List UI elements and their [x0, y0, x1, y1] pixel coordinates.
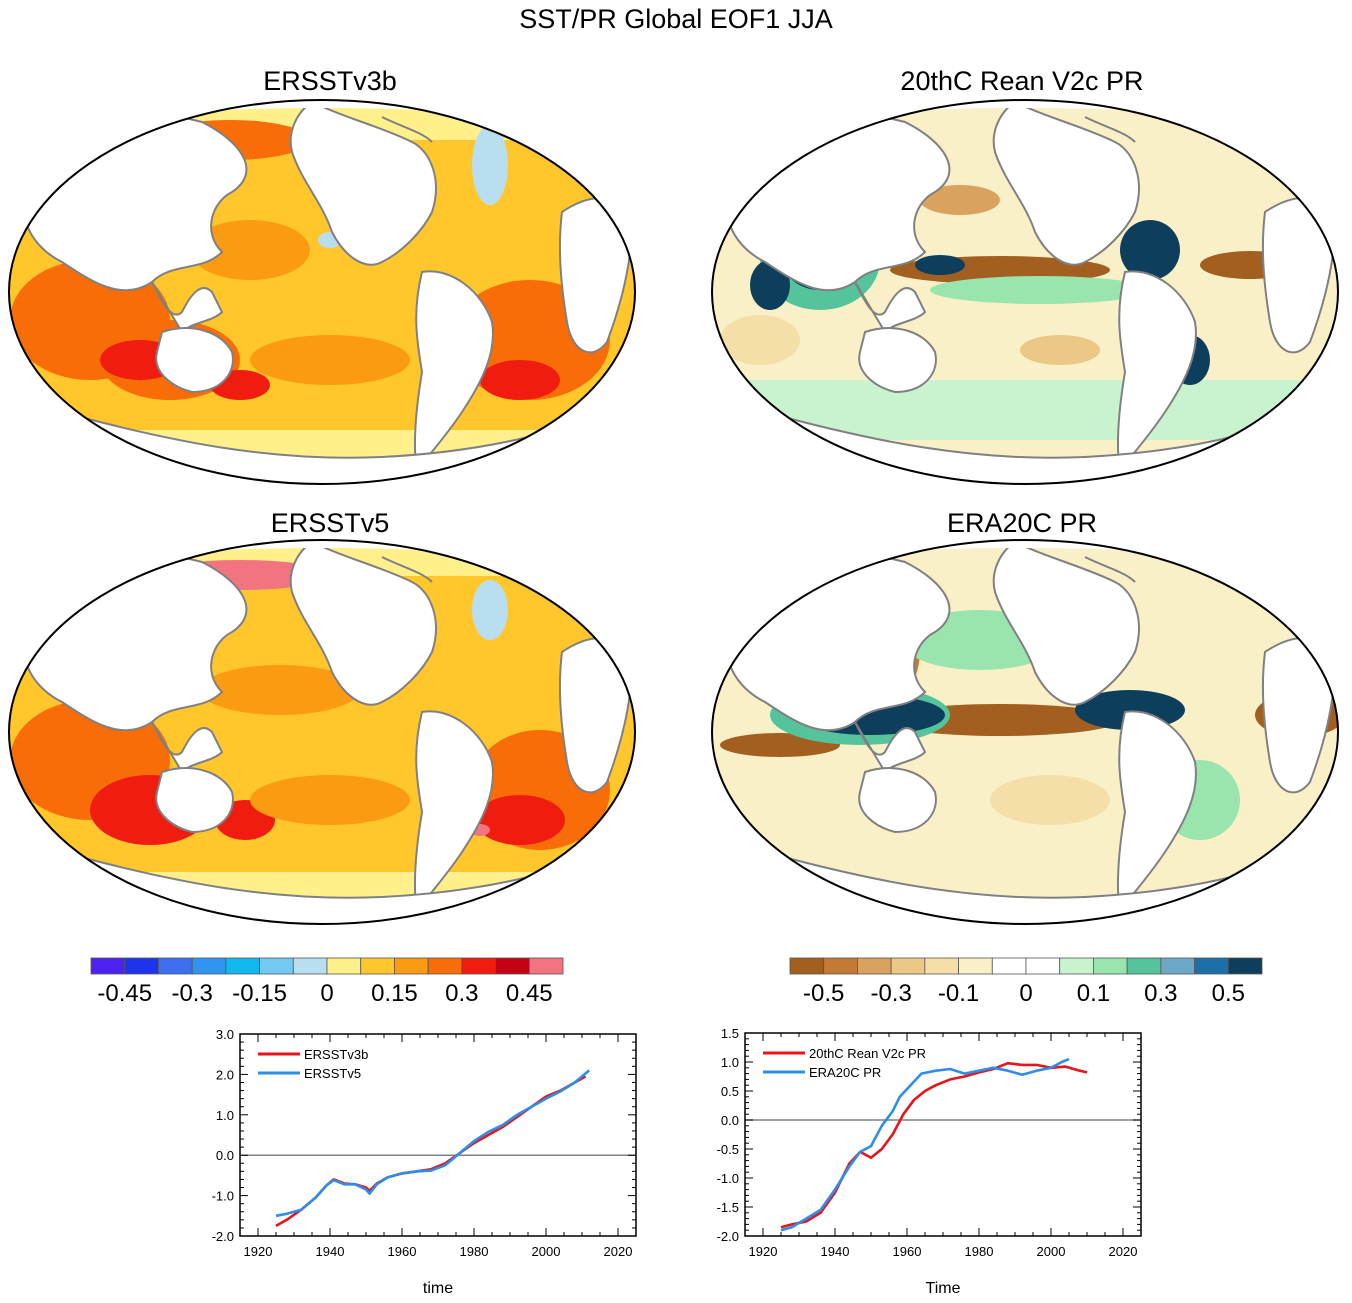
colorbar-sst-swatch: [360, 957, 395, 975]
colorbar-pr: -0.5 -0.3 -0.1 0 0.1 0.3 0.5: [789, 957, 1263, 1007]
colorbar-pr-swatch: [1025, 957, 1061, 975]
colorbar-pr-swatch: [890, 957, 926, 975]
y-tick-label: -1.0: [212, 1189, 234, 1204]
colorbar-sst-swatch: [292, 957, 328, 975]
panel-title-era20c-pr: ERA20C PR: [946, 508, 1098, 538]
x-tick-label: 2000: [532, 1244, 561, 1259]
colorbar-pr-label: -0.1: [938, 980, 979, 1007]
colorbar-pr-label: -0.5: [803, 980, 844, 1007]
x-tick-label: 2000: [1037, 1244, 1066, 1259]
colorbar-sst-swatch: [528, 957, 564, 975]
map-ersstv3b: [8, 99, 636, 485]
colorbar-sst-label: -0.15: [232, 980, 287, 1007]
colorbar-sst-label: 0.45: [506, 980, 553, 1007]
y-tick-label: -2.0: [212, 1229, 234, 1244]
colorbar-pr-swatch: [958, 957, 993, 975]
colorbar-sst-label: 0: [320, 980, 333, 1007]
plot-frame: [744, 1032, 1142, 1237]
map-era20c-pr: [711, 539, 1339, 925]
plot-frame: [239, 1033, 637, 1237]
colorbar-pr-swatch: [991, 957, 1027, 975]
x-tick-label: 2020: [1109, 1244, 1138, 1259]
x-axis-label: time: [423, 1280, 453, 1297]
colorbar-pr-swatch: [924, 957, 959, 975]
colorbar-sst-label: 0.15: [371, 980, 418, 1007]
colorbar-pr-swatch: [1160, 957, 1195, 975]
x-tick-label: 1940: [316, 1244, 345, 1259]
colorbar-pr-label: 0.1: [1077, 980, 1110, 1007]
colorbar-sst-swatch: [191, 957, 227, 975]
colorbar-pr-swatch: [1194, 957, 1229, 975]
series-line-20thc-rean-v2c-pr: [780, 1061, 1088, 1229]
colorbar-sst-swatch: [461, 957, 496, 975]
legend-label: ERSSTv3b: [304, 1047, 368, 1062]
colorbar-sst-swatch: [259, 957, 294, 975]
chart-sst-pc: 1920 1940 1960 1980 2000 2020 -2.0 -1.0 0.0 1.0 2.…: [212, 1027, 637, 1297]
colorbar-sst-swatch: [427, 957, 463, 975]
map-ersstv5: [8, 539, 636, 925]
colorbar-sst-swatch: [394, 957, 429, 975]
x-tick-label: 1960: [893, 1244, 922, 1259]
colorbar-sst-swatch: [124, 957, 159, 975]
colorbar-pr-swatch: [1126, 957, 1162, 975]
x-tick-label: 1920: [244, 1244, 273, 1259]
y-tick-label: -1.5: [717, 1200, 739, 1215]
panel-title-20thc-pr: 20thC Rean V2c PR: [900, 66, 1144, 96]
y-tick-label: 3.0: [216, 1027, 234, 1042]
y-tick-label: 0.0: [721, 1113, 739, 1128]
x-tick-label: 1960: [388, 1244, 417, 1259]
legend-label: ERSSTv5: [304, 1066, 361, 1081]
colorbar-sst-swatch: [90, 957, 126, 975]
colorbar-pr-swatch: [857, 957, 892, 975]
series-line-ersstv5: [275, 1069, 591, 1218]
series-line-ersstv3b: [275, 1075, 587, 1228]
y-tick-label: 0.5: [721, 1084, 739, 1099]
y-tick-label: 2.0: [216, 1067, 234, 1082]
colorbar-pr-label: 0: [1019, 980, 1032, 1007]
colorbar-pr-label: -0.3: [870, 980, 911, 1007]
legend-label: 20thC Rean V2c PR: [809, 1046, 926, 1061]
x-tick-label: 1980: [965, 1244, 994, 1259]
main-title: SST/PR Global EOF1 JJA: [519, 4, 833, 34]
series-line-era20c-pr: [780, 1057, 1070, 1232]
x-tick-label: 1980: [460, 1244, 489, 1259]
y-tick-label: -0.5: [717, 1142, 739, 1157]
colorbar-pr-swatch: [789, 957, 825, 975]
y-tick-label: 1.0: [216, 1108, 234, 1123]
panel-title-ersstv5: ERSSTv5: [270, 508, 390, 538]
x-axis-label: Time: [926, 1280, 961, 1297]
colorbar-sst-label: 0.3: [445, 980, 478, 1007]
colorbar-pr-label: 0.5: [1212, 980, 1245, 1007]
x-tick-label: 1940: [821, 1244, 850, 1259]
colorbar-sst: -0.45 -0.3 -0.15 0 0.15 0.3 0.45: [90, 957, 564, 1007]
x-tick-label: 2020: [604, 1244, 633, 1259]
colorbar-sst-swatch: [326, 957, 362, 975]
colorbar-sst-label: -0.45: [97, 980, 152, 1007]
chart-pr-pc: 1920 1940 1960 1980 2000 2020 -2.0 -1.5 -1.0 -0.5…: [717, 1026, 1142, 1297]
colorbar-pr-label: 0.3: [1144, 980, 1177, 1007]
colorbar-sst-swatch: [225, 957, 260, 975]
colorbar-sst-swatch: [495, 957, 530, 975]
x-tick-label: 1920: [749, 1244, 778, 1259]
y-tick-label: 0.0: [216, 1148, 234, 1163]
y-tick-label: 1.5: [721, 1026, 739, 1041]
colorbar-pr-swatch: [1093, 957, 1128, 975]
panel-title-ersstv3b: ERSSTv3b: [263, 66, 397, 96]
y-tick-label: -2.0: [717, 1229, 739, 1244]
map-20thc-pr: [711, 99, 1339, 485]
colorbar-pr-swatch: [823, 957, 858, 975]
colorbar-sst-label: -0.3: [171, 980, 212, 1007]
y-tick-label: 1.0: [721, 1055, 739, 1070]
colorbar-sst-swatch: [158, 957, 193, 975]
legend-label: ERA20C PR: [809, 1065, 881, 1080]
colorbar-pr-swatch: [1227, 957, 1263, 975]
y-tick-label: -1.0: [717, 1171, 739, 1186]
colorbar-pr-swatch: [1059, 957, 1094, 975]
